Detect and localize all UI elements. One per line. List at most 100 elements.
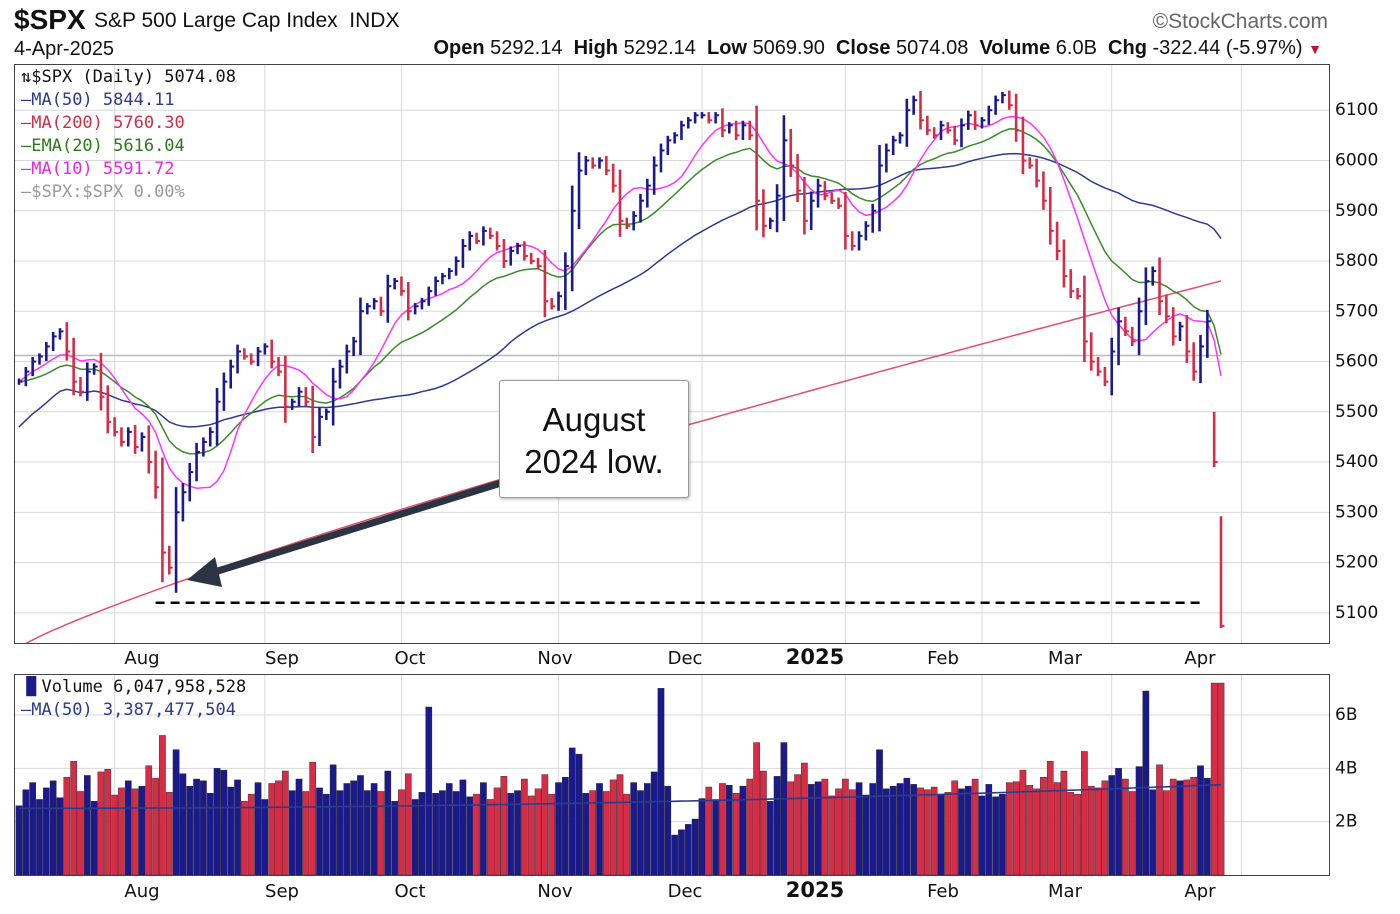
volume-bar [377, 791, 385, 875]
volume-bar [473, 793, 480, 875]
volume-bar [712, 799, 719, 875]
volume-bar [288, 790, 296, 875]
volume-bar [1074, 793, 1081, 875]
vol-y-tick-label: 2B [1335, 812, 1357, 832]
volume-bar [609, 779, 617, 875]
volume-bar [56, 797, 64, 875]
volume-bar [910, 784, 917, 875]
volume-bar [684, 824, 692, 875]
annotation-callout: August 2024 low. [499, 380, 689, 498]
x-month-label: Dec [668, 648, 703, 669]
volume-bar [186, 785, 194, 875]
volume-bar [295, 778, 303, 875]
ticker-symbol: $SPX [14, 4, 86, 35]
volume-bar [575, 753, 583, 875]
volume-bar [63, 777, 71, 875]
volume-bar [254, 782, 262, 875]
volume-bar [206, 793, 214, 875]
volume-bar [493, 787, 501, 875]
volume-bar [124, 780, 132, 875]
volume-bar [869, 783, 877, 875]
annotation-line2: 2024 low. [524, 443, 664, 480]
price-chart-panel: ⇅$SPX (Daily) 5074.08 —MA(50) 5844.11 —M… [14, 64, 1330, 644]
arrows-icon: ⇅ [21, 67, 32, 87]
volume-bar [268, 783, 276, 875]
vol-y-tick-label: 4B [1335, 758, 1357, 778]
y-tick-label: 5700 [1335, 301, 1378, 321]
y-tick-label: 6000 [1335, 150, 1378, 170]
volume-bar [753, 742, 760, 875]
down-triangle-icon: ▼ [1308, 41, 1322, 57]
volume-bar [521, 778, 528, 875]
volume-bar [855, 782, 863, 875]
volume-bar [302, 791, 310, 875]
legend-ratio: —$SPX:$SPX 0.00% [21, 182, 185, 202]
volume-bar [889, 785, 897, 875]
volume-bar [725, 785, 733, 875]
volume-bar [807, 784, 815, 875]
volume-bar [104, 769, 112, 875]
volume-bar [439, 790, 446, 875]
volume-bar [1067, 792, 1075, 875]
volume-bar [1204, 777, 1211, 875]
annotation-arrow-head [187, 557, 222, 587]
y-tick-label: 5400 [1335, 452, 1378, 472]
volume-ma-line [19, 783, 1222, 810]
volume-bar [930, 786, 938, 875]
volume-bar [1108, 775, 1116, 875]
volume-bar [159, 735, 166, 875]
volume-bar [527, 795, 535, 875]
y-tick-label: 5200 [1335, 553, 1378, 573]
volume-bar [842, 778, 849, 875]
volume-bar [1087, 785, 1095, 875]
volume-bar [357, 775, 364, 875]
volume-bar [985, 784, 993, 875]
volume-bar [664, 785, 672, 875]
volume-bar [200, 780, 207, 875]
volume-bar [650, 771, 658, 875]
volume-bar [384, 770, 392, 875]
volume-bar [1122, 778, 1129, 875]
volume-bar [746, 778, 754, 875]
x-month-label: Sep [265, 648, 299, 669]
volume-bar [944, 792, 952, 875]
volume-bar [500, 776, 508, 875]
volume-bar [1156, 764, 1163, 875]
volume-bar [603, 791, 610, 875]
volume-bar [179, 773, 187, 875]
y-tick-label: 5500 [1335, 402, 1378, 422]
volume-bar [883, 788, 890, 875]
x-month-label: Mar [1048, 648, 1083, 669]
volume-bar [309, 761, 316, 875]
volume-bar [760, 770, 767, 875]
volume-bar [903, 777, 911, 875]
volume-bar [971, 778, 979, 875]
y-tick-label: 5100 [1335, 603, 1378, 623]
volume-bar [43, 787, 50, 875]
volume-bar [671, 834, 678, 875]
volume-bar [698, 798, 706, 875]
volume-bar [22, 789, 30, 875]
volume-bar [29, 782, 36, 875]
volume-bar [534, 788, 542, 875]
volume-bar [896, 783, 904, 875]
volume-bar [678, 829, 685, 875]
volume-bar [562, 777, 569, 875]
volume-bar [596, 783, 603, 875]
volume-bar [1019, 769, 1027, 875]
quote-date: 4-Apr-2025 [14, 38, 115, 60]
volume-bar [77, 791, 84, 875]
ohlc-summary: Open 5292.14 High 5292.14 Low 5069.90 Cl… [433, 37, 1322, 59]
volume-bar [459, 779, 467, 875]
volume-bar [316, 787, 323, 875]
brand-label[interactable]: ©StockCharts.com [1152, 10, 1328, 33]
vol-y-tick-label: 6B [1335, 705, 1357, 725]
volume-bar [1190, 777, 1197, 875]
ma50-line [18, 152, 1222, 428]
volume-bar [951, 780, 958, 875]
volume-bar [336, 790, 344, 875]
volume-bar [1012, 781, 1020, 875]
volume-bar [766, 801, 774, 875]
legend-ema20: —EMA(20) 5616.04 [21, 136, 185, 156]
volume-bar [958, 788, 965, 875]
